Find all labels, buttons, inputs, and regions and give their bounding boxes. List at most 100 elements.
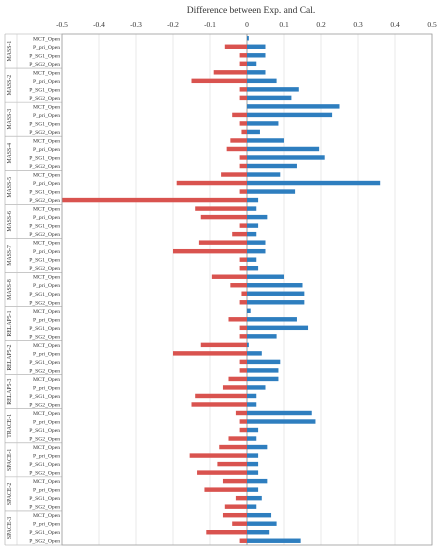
row-label: P_pri_Open: [33, 522, 60, 528]
plot-border: [61, 33, 433, 546]
row-label: P_pri_Open: [33, 147, 60, 153]
bar-negative: [239, 257, 247, 262]
group-label: MASS-3: [7, 109, 13, 130]
row-label: P_SG2_Open: [29, 300, 60, 306]
row-label: MCT_Open: [33, 309, 60, 315]
row-label: P_SG2_Open: [29, 437, 60, 443]
row-label: P_SG1_Open: [29, 462, 60, 468]
bar-positive: [247, 461, 259, 467]
row-label: MCT_Open: [33, 36, 60, 42]
bar-positive: [247, 427, 259, 433]
bar-positive: [247, 138, 284, 143]
bar-negative: [239, 368, 247, 373]
bar-negative: [239, 223, 247, 228]
bar-positive: [247, 112, 333, 118]
bar-positive: [247, 36, 249, 41]
row-label: MCT_Open: [33, 138, 60, 144]
row-label: P_pri_Open: [33, 283, 60, 289]
group-label: MASS-2: [7, 75, 13, 96]
group-labels: MASS-1 MASS-2 MASS-3 MASS-4 MASS-5 MASS-6 MASS…: [7, 41, 13, 540]
bar-negative: [230, 138, 247, 143]
bar-positive: [247, 470, 259, 475]
bar-negative: [176, 180, 247, 186]
row-label: P_pri_Open: [33, 249, 60, 255]
row-label: P_SG1_Open: [29, 326, 60, 332]
bar-positive: [247, 129, 260, 135]
bar-positive: [247, 223, 259, 228]
bar-negative: [228, 317, 247, 322]
bar-positive: [247, 231, 257, 237]
row-label: P_SG2_Open: [29, 539, 60, 545]
bar-positive: [247, 197, 259, 203]
row-label: MCT_Open: [33, 445, 60, 451]
row-label: P_pri_Open: [33, 454, 60, 460]
row-label: P_SG2_Open: [29, 62, 60, 68]
group-label: MASS-5: [7, 177, 13, 198]
bar-positive: [247, 359, 281, 365]
bar-positive: [247, 53, 266, 58]
row-label: P_SG1_Open: [29, 190, 60, 196]
bar-positive: [247, 283, 303, 288]
group-label: SPACE-1: [7, 449, 13, 471]
bar-negative: [62, 197, 247, 203]
x-tick-label: -0.2: [167, 20, 179, 29]
bar-positive: [247, 155, 325, 160]
bar-negative: [195, 393, 247, 399]
bar-negative: [224, 44, 247, 49]
bar-negative: [239, 419, 247, 424]
row-label: MCT_Open: [33, 241, 60, 247]
row-label: P_pri_Open: [33, 385, 60, 391]
row-label: P_pri_Open: [33, 113, 60, 119]
bar-negative: [204, 487, 247, 492]
row-label: P_SG2_Open: [29, 198, 60, 204]
bar-negative: [226, 146, 247, 152]
bar-negative: [241, 291, 247, 296]
bar-negative: [200, 214, 247, 220]
bar-positive: [247, 342, 249, 348]
bar-positive: [247, 291, 305, 296]
bar-positive: [247, 495, 262, 501]
row-label: P_SG1_Open: [29, 224, 60, 230]
bar-negative: [239, 87, 247, 92]
row-label: P_SG1_Open: [29, 428, 60, 434]
bar-positive: [247, 308, 251, 314]
bar-positive: [247, 402, 257, 407]
bar-positive: [247, 87, 299, 92]
row-label: P_SG2_Open: [29, 334, 60, 340]
row-label: MCT_Open: [33, 173, 60, 179]
row-label: P_pri_Open: [33, 488, 60, 494]
group-label: RELAP5-2: [7, 344, 13, 370]
row-label: MCT_Open: [33, 343, 60, 349]
bar-negative: [239, 427, 247, 433]
x-tick-label: -0.4: [93, 20, 105, 29]
row-label: P_SG2_Open: [29, 471, 60, 477]
bar-negative: [241, 129, 247, 135]
bar-negative: [191, 78, 247, 84]
bar-positive: [247, 453, 259, 458]
x-tick-label: 0.2: [316, 20, 326, 29]
row-label: P_pri_Open: [33, 45, 60, 51]
row-label: P_SG1_Open: [29, 496, 60, 502]
bar-positive: [247, 163, 297, 169]
bar-positive: [247, 538, 301, 543]
bar-negative: [235, 495, 247, 501]
bar-positive: [247, 504, 257, 509]
x-tick-label: 0.1: [279, 20, 289, 29]
bar-negative: [200, 342, 247, 348]
group-label: MASS-4: [7, 143, 13, 164]
bar-negative: [232, 112, 247, 118]
x-tick-label: -0.5: [56, 20, 68, 29]
bars: [62, 36, 381, 543]
bar-positive: [247, 44, 266, 49]
row-label: P_SG1_Open: [29, 53, 60, 59]
bar-positive: [247, 444, 268, 450]
row-label: P_SG2_Open: [29, 164, 60, 170]
bar-negative: [230, 283, 247, 288]
row-labels: MCT_Open P_pri_Open P_SG1_Open P_SG2_Open MC…: [29, 36, 60, 544]
bar-positive: [247, 104, 340, 109]
group-label: SPACE-2: [7, 483, 13, 505]
bar-positive: [247, 248, 266, 254]
bar-negative: [217, 461, 247, 467]
row-label: P_SG1_Open: [29, 292, 60, 298]
